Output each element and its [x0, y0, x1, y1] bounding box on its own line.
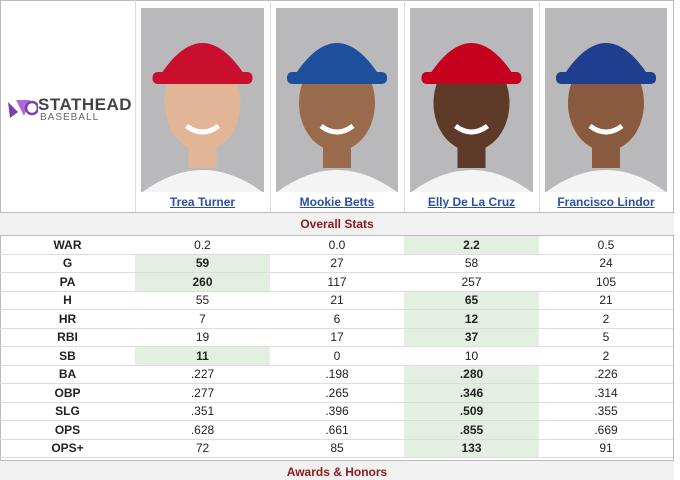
stat-value: .669: [539, 421, 673, 440]
stat-value: .198: [270, 366, 404, 384]
stat-value: 17: [270, 329, 404, 347]
stat-value: 2.2: [404, 236, 539, 255]
stat-value: .355: [539, 403, 673, 421]
stat-value: 0: [270, 347, 404, 366]
stat-label: G: [0, 255, 135, 273]
stat-value: 10: [404, 347, 539, 366]
column-divider: [135, 0, 136, 212]
stat-value: 105: [539, 273, 673, 292]
section-header: Awards & Honors: [0, 460, 674, 480]
stat-value: .280: [404, 365, 539, 384]
stat-value: 58: [404, 255, 539, 273]
stat-value: 19: [135, 329, 270, 347]
player-photo: [545, 8, 667, 192]
stat-value: 27: [270, 255, 404, 273]
player-photo: [276, 8, 398, 192]
stat-label: PA: [0, 273, 135, 292]
stat-value: 5: [539, 329, 673, 347]
player-photo: [410, 8, 533, 192]
stat-value: .346: [404, 384, 539, 403]
logo-name: STATHEAD: [38, 95, 133, 114]
stat-value: 0.0: [270, 236, 404, 255]
stat-value: 133: [404, 439, 539, 458]
stat-value: .396: [270, 403, 404, 421]
stat-label: HR: [0, 310, 135, 329]
player-photo: [141, 8, 264, 192]
stat-value: .628: [135, 421, 270, 440]
stat-label: WAR: [0, 236, 135, 255]
stat-value: 260: [135, 273, 270, 292]
player-name-link[interactable]: Francisco Lindor: [557, 195, 655, 209]
stat-value: .227: [135, 366, 270, 384]
column-divider: [270, 0, 271, 212]
stat-value: .855: [404, 421, 539, 440]
stat-value: 91: [539, 440, 673, 458]
stat-label: OPS+: [0, 440, 135, 458]
stat-value: .277: [135, 384, 270, 403]
stat-value: 55: [135, 292, 270, 310]
stat-label: OPS: [0, 421, 135, 440]
stat-value: .509: [404, 402, 539, 421]
stat-value: 37: [404, 328, 539, 347]
stat-value: 12: [404, 310, 539, 329]
column-divider: [539, 0, 540, 212]
player-name-link[interactable]: Trea Turner: [169, 195, 236, 209]
logo-sub: BASEBALL: [40, 112, 100, 123]
stat-value: 117: [270, 273, 404, 292]
stat-value: .226: [539, 366, 673, 384]
stat-value: 72: [135, 440, 270, 458]
stat-value: 6: [270, 310, 404, 329]
section-header: Overall Stats: [0, 212, 674, 236]
stat-value: 59: [135, 254, 270, 273]
stat-label: H: [0, 292, 135, 310]
stat-value: .265: [270, 384, 404, 403]
stat-label: SB: [0, 347, 135, 366]
stat-value: 21: [270, 292, 404, 310]
stat-value: 21: [539, 292, 673, 310]
stat-value: 7: [135, 310, 270, 329]
logo-icon: [8, 100, 38, 118]
player-name-link[interactable]: Elly De La Cruz: [427, 195, 516, 209]
stat-value: .351: [135, 403, 270, 421]
stat-label: BA: [0, 366, 135, 384]
stat-value: 2: [539, 347, 673, 366]
stat-value: 257: [404, 273, 539, 292]
stat-value: .314: [539, 384, 673, 403]
stat-label: SLG: [0, 403, 135, 421]
stat-label: OBP: [0, 384, 135, 403]
stat-value: 0.5: [539, 236, 673, 255]
stat-value: 85: [270, 440, 404, 458]
stat-value: .661: [270, 421, 404, 440]
player-name-link[interactable]: Mookie Betts: [299, 195, 375, 209]
stat-value: 2: [539, 310, 673, 329]
stat-value: 0.2: [135, 236, 270, 255]
stat-value: 65: [404, 291, 539, 310]
stat-value: 24: [539, 255, 673, 273]
stat-label: RBI: [0, 329, 135, 347]
column-divider: [404, 0, 405, 212]
stat-value: 11: [135, 347, 270, 366]
